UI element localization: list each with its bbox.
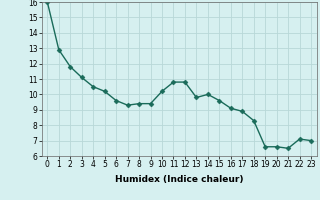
X-axis label: Humidex (Indice chaleur): Humidex (Indice chaleur) — [115, 175, 244, 184]
